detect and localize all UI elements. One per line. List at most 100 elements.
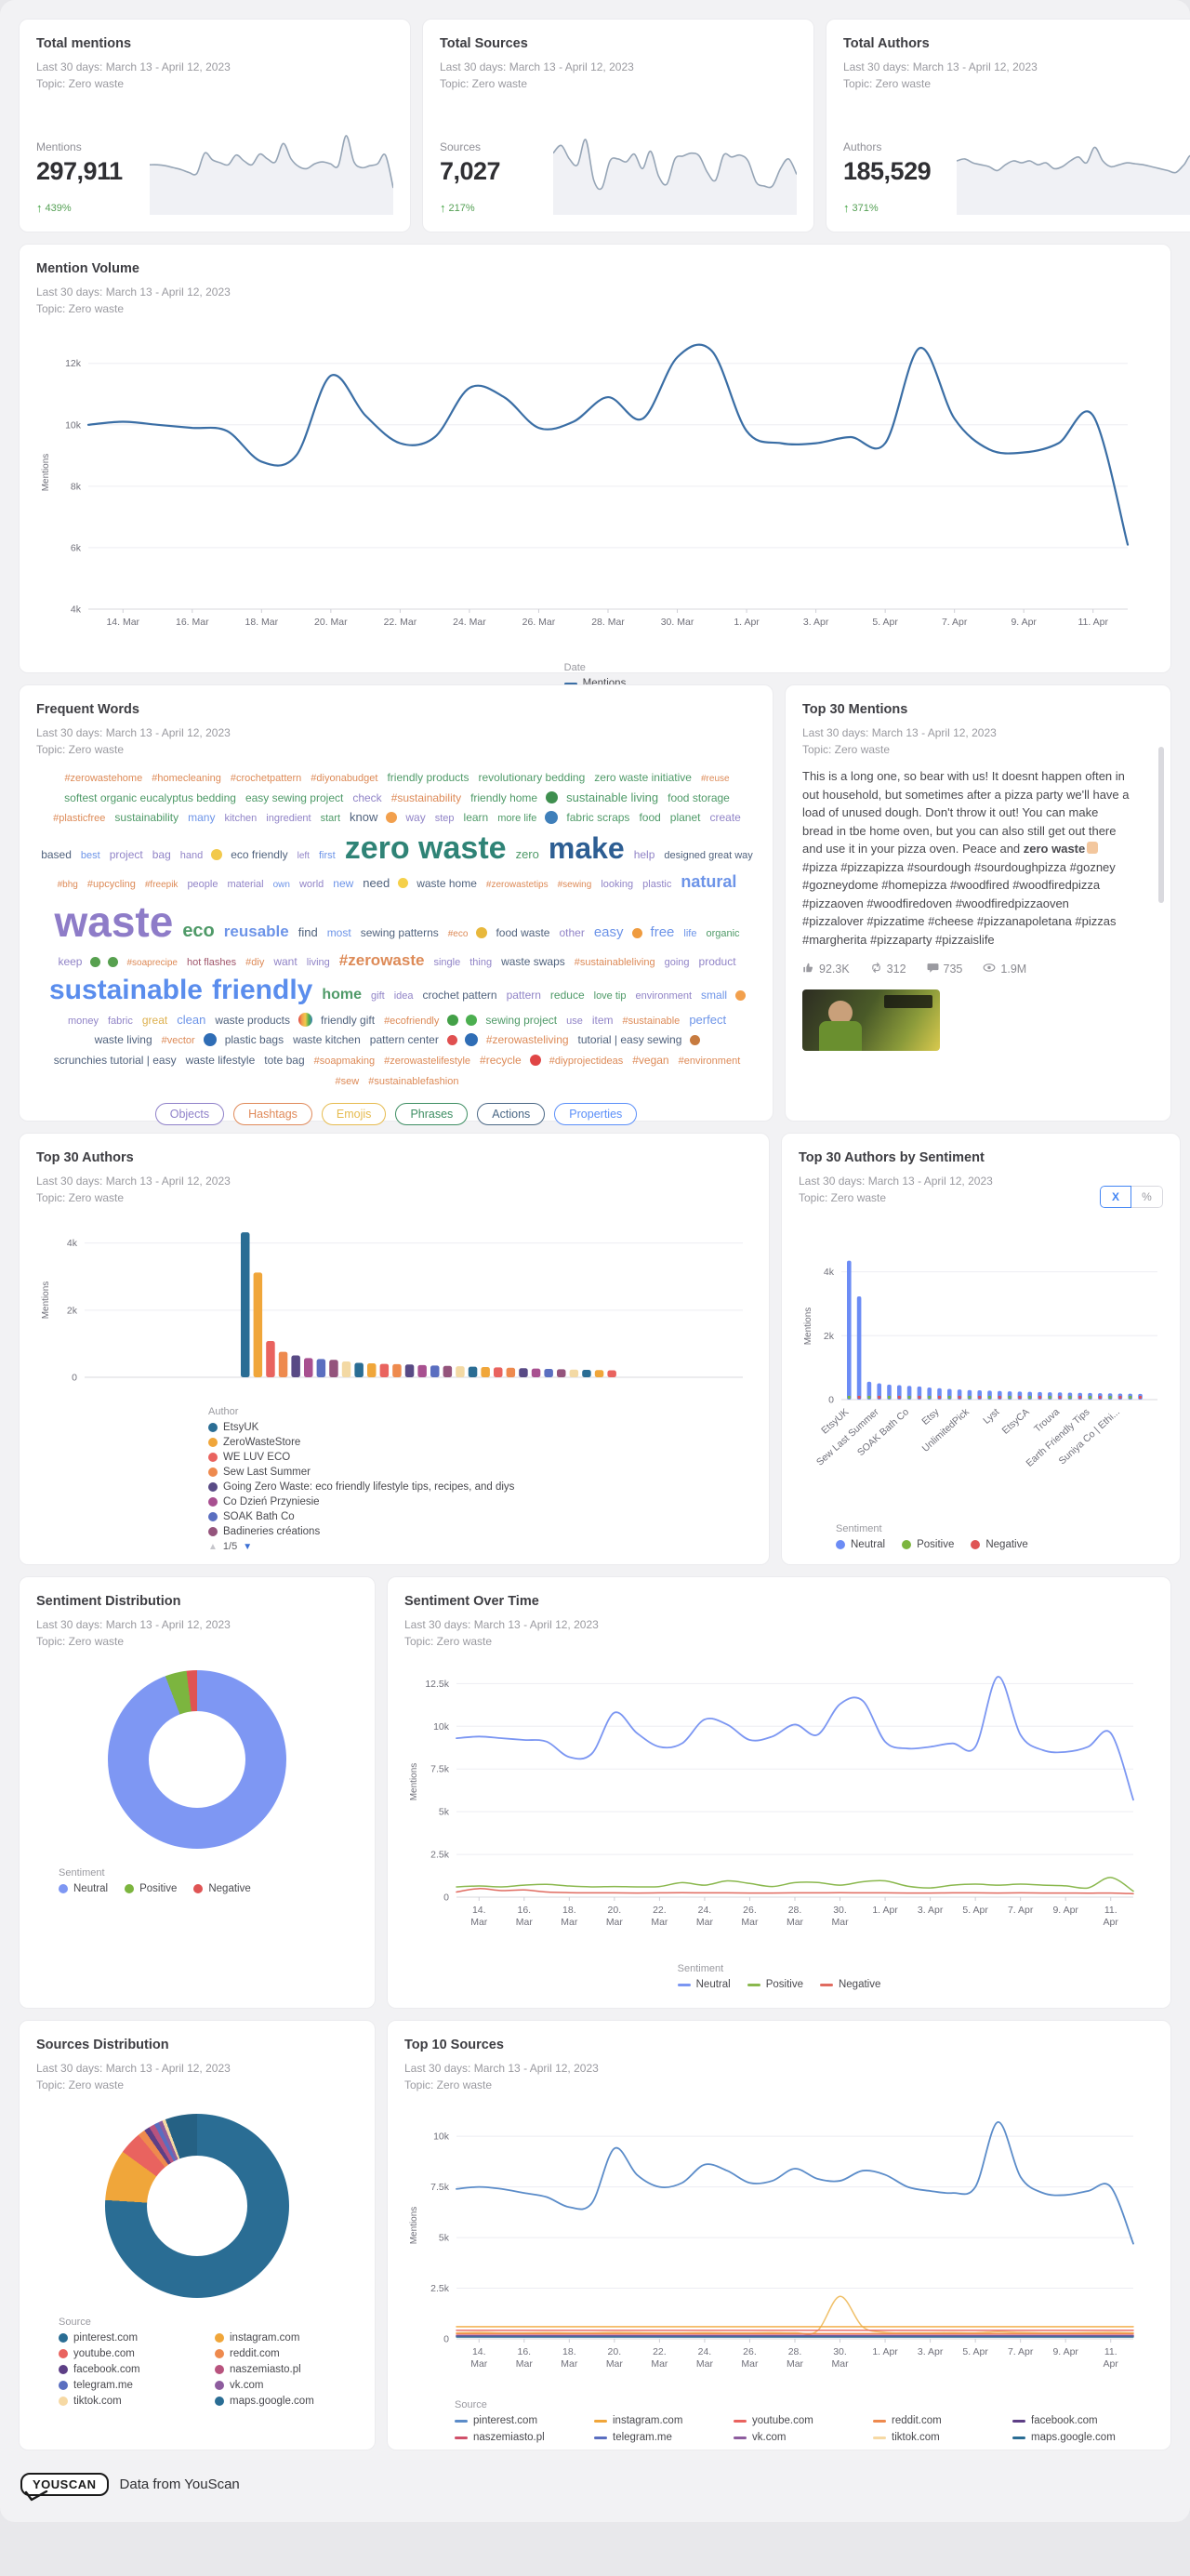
cloud-word[interactable]: #soaprecipe bbox=[126, 958, 178, 969]
cloud-word[interactable]: home bbox=[322, 987, 363, 1003]
legend-item[interactable]: vk.com bbox=[734, 2432, 864, 2443]
cloud-word[interactable]: small bbox=[701, 989, 728, 1003]
legend-item[interactable]: reddit.com bbox=[873, 2415, 1003, 2426]
filter-pill-phrases[interactable]: Phrases bbox=[395, 1103, 469, 1126]
cloud-word[interactable]: first bbox=[318, 849, 336, 861]
cloud-word[interactable]: natural bbox=[681, 871, 737, 891]
cloud-word[interactable]: material bbox=[227, 878, 264, 890]
cloud-word[interactable]: #environment bbox=[678, 1055, 741, 1067]
cloud-word[interactable]: gift bbox=[371, 990, 385, 1003]
cloud-word[interactable]: pattern center bbox=[369, 1033, 439, 1047]
cloud-word[interactable]: item bbox=[591, 1013, 614, 1027]
cloud-word[interactable]: environment bbox=[635, 990, 693, 1003]
filter-pill-actions[interactable]: Actions bbox=[477, 1103, 546, 1126]
cloud-word[interactable]: #vegan bbox=[632, 1053, 669, 1067]
cloud-word[interactable]: best bbox=[80, 849, 100, 861]
filter-pill-properties[interactable]: Properties bbox=[554, 1103, 638, 1126]
cloud-word[interactable]: great bbox=[141, 1013, 168, 1027]
cloud-word[interactable]: #diyonabudget bbox=[311, 773, 378, 784]
cloud-word[interactable]: project bbox=[109, 847, 143, 861]
cloud-word[interactable]: own bbox=[272, 879, 290, 890]
cloud-word[interactable]: #recycle bbox=[480, 1053, 522, 1067]
cloud-word[interactable]: friendly gift bbox=[321, 1013, 376, 1027]
cloud-word[interactable]: waste kitchen bbox=[293, 1033, 361, 1047]
cloud-word[interactable]: sustainable living bbox=[566, 790, 659, 804]
legend-item[interactable]: naszemiasto.pl bbox=[215, 2364, 358, 2375]
cloud-word[interactable]: waste living bbox=[94, 1033, 152, 1047]
cloud-word[interactable]: left bbox=[297, 850, 310, 861]
legend-item[interactable]: Negative bbox=[971, 1539, 1028, 1550]
cloud-word[interactable]: #eco bbox=[447, 929, 469, 940]
cloud-word[interactable]: thing bbox=[469, 957, 493, 969]
cloud-word[interactable]: world bbox=[298, 878, 324, 890]
legend-item[interactable]: Co Dzień Przyniesie bbox=[208, 1496, 752, 1507]
cloud-word[interactable]: hot flashes bbox=[186, 957, 237, 969]
cloud-word[interactable]: know bbox=[350, 810, 378, 825]
legend-item[interactable]: SOAK Bath Co bbox=[208, 1511, 752, 1522]
video-thumbnail[interactable] bbox=[802, 989, 940, 1051]
cloud-word[interactable]: planet bbox=[669, 811, 701, 825]
legend-item[interactable]: instagram.com bbox=[594, 2415, 724, 2426]
legend-item[interactable]: Positive bbox=[902, 1539, 954, 1550]
cloud-word[interactable]: money bbox=[67, 1015, 99, 1027]
cloud-word[interactable]: step bbox=[434, 813, 455, 825]
cloud-word[interactable]: waste products bbox=[215, 1013, 291, 1027]
cloud-word[interactable]: check bbox=[352, 790, 382, 804]
legend-item[interactable]: Positive bbox=[747, 1979, 803, 1990]
cloud-word[interactable]: #zerowastehome bbox=[64, 773, 143, 784]
cloud-word[interactable]: going bbox=[664, 957, 690, 969]
legend-item[interactable]: maps.google.com bbox=[215, 2396, 358, 2407]
cloud-word[interactable]: plastic bbox=[642, 878, 672, 890]
cloud-word[interactable]: want bbox=[273, 955, 298, 969]
legend-item[interactable]: tiktok.com bbox=[873, 2432, 1003, 2443]
cloud-word[interactable]: sewing patterns bbox=[360, 926, 439, 940]
cloud-word[interactable]: #sustainableliving bbox=[574, 957, 655, 969]
legend-item[interactable]: pinterest.com bbox=[59, 2332, 202, 2344]
scrollbar[interactable] bbox=[1158, 747, 1164, 903]
cloud-word[interactable]: many bbox=[188, 811, 216, 825]
cloud-word[interactable]: #vector bbox=[161, 1035, 195, 1047]
cloud-word[interactable]: #ecofriendly bbox=[384, 1015, 440, 1027]
cloud-word[interactable]: reduce bbox=[549, 989, 585, 1003]
cloud-word[interactable]: most bbox=[326, 926, 351, 940]
cloud-word[interactable]: fabric bbox=[107, 1015, 133, 1027]
cloud-word[interactable]: eco bbox=[182, 921, 215, 942]
cloud-word[interactable]: zero bbox=[515, 846, 539, 861]
cloud-word[interactable]: kitchen bbox=[224, 813, 258, 825]
cloud-word[interactable]: #sewing bbox=[557, 879, 592, 890]
cloud-word[interactable]: plastic bags bbox=[224, 1033, 284, 1047]
cloud-word[interactable]: #sew bbox=[335, 1075, 360, 1087]
cloud-word[interactable]: more life bbox=[497, 813, 537, 825]
legend-item[interactable]: telegram.me bbox=[59, 2380, 202, 2391]
legend-item[interactable]: Neutral bbox=[677, 1979, 731, 1990]
legend-item[interactable]: Neutral bbox=[836, 1539, 885, 1550]
cloud-word[interactable]: #diyprojectideas bbox=[549, 1055, 624, 1067]
cloud-word[interactable]: clean bbox=[177, 1012, 206, 1027]
cloud-word[interactable]: based bbox=[41, 847, 72, 861]
legend-item[interactable]: youtube.com bbox=[734, 2415, 864, 2426]
cloud-word[interactable]: create bbox=[709, 811, 741, 825]
cloud-word[interactable]: zero waste initiative bbox=[594, 771, 692, 784]
cloud-word[interactable]: eco friendly bbox=[231, 847, 288, 861]
cloud-word[interactable]: free bbox=[650, 924, 675, 941]
legend-item[interactable]: Negative bbox=[819, 1979, 880, 1990]
legend-item[interactable]: ZeroWasteStore bbox=[208, 1437, 752, 1448]
cloud-word[interactable]: organic bbox=[706, 928, 740, 940]
cloud-word[interactable]: waste bbox=[54, 897, 174, 947]
filter-pill-emojis[interactable]: Emojis bbox=[321, 1103, 387, 1126]
cloud-word[interactable]: way bbox=[405, 811, 426, 825]
cloud-word[interactable]: #bhg bbox=[57, 879, 78, 890]
cloud-word[interactable]: #zerowaste bbox=[338, 951, 425, 970]
cloud-word[interactable]: perfect bbox=[689, 1012, 727, 1027]
cloud-word[interactable]: tutorial | easy sewing bbox=[577, 1033, 682, 1047]
cloud-word[interactable]: zero waste bbox=[344, 830, 507, 866]
cloud-word[interactable]: #sustainability bbox=[390, 790, 462, 804]
cloud-word[interactable]: start bbox=[320, 813, 341, 825]
cloud-word[interactable]: scrunchies tutorial | easy bbox=[53, 1053, 177, 1067]
cloud-word[interactable]: life bbox=[683, 928, 697, 940]
legend-item[interactable]: youtube.com bbox=[59, 2348, 202, 2359]
legend-item[interactable]: Badineries créations bbox=[208, 1526, 752, 1537]
legend-item[interactable]: facebook.com bbox=[1012, 2415, 1143, 2426]
cloud-word[interactable]: easy sewing project bbox=[245, 790, 344, 804]
cloud-word[interactable]: tote bag bbox=[264, 1053, 305, 1067]
